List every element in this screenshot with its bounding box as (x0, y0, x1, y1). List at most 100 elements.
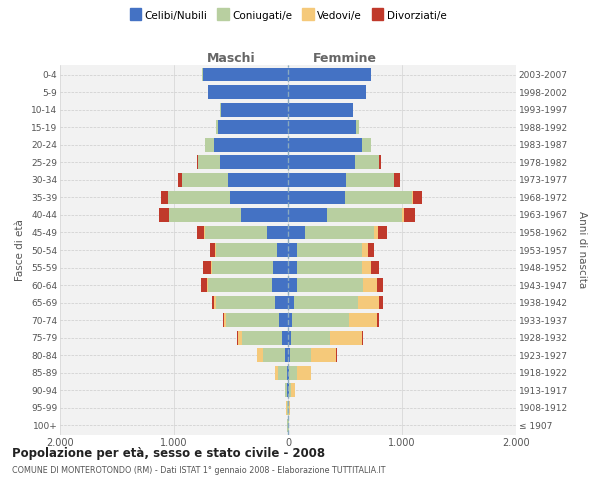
Bar (362, 138, 371, 151)
Bar (288, 156, 355, 169)
Bar (296, 243, 362, 257)
Bar (402, 208, 404, 222)
Legend: Celibi/Nubili, Coniugati/e, Vedovi/e, Divorziati/e: Celibi/Nubili, Coniugati/e, Vedovi/e, Di… (127, 8, 449, 24)
Bar (220, 156, 288, 169)
Bar (275, 296, 288, 310)
Bar (223, 314, 224, 327)
Bar (210, 243, 215, 257)
Bar (214, 296, 216, 310)
Bar (394, 173, 400, 186)
Bar (263, 348, 285, 362)
Bar (287, 366, 288, 380)
Bar (198, 156, 220, 169)
Text: Maschi: Maschi (206, 52, 256, 65)
Bar (358, 296, 379, 310)
Bar (297, 366, 311, 380)
Bar (346, 173, 394, 186)
Bar (412, 190, 413, 204)
Bar (161, 190, 167, 204)
Bar (178, 173, 182, 186)
Bar (285, 348, 288, 362)
Bar (288, 296, 294, 310)
Bar (289, 401, 290, 414)
Bar (201, 278, 206, 292)
Bar (288, 314, 292, 327)
Bar (273, 260, 288, 274)
Bar (288, 278, 296, 292)
Bar (349, 314, 377, 327)
Bar (296, 278, 363, 292)
Bar (197, 156, 198, 169)
Bar (283, 331, 288, 344)
Bar (197, 226, 205, 239)
Bar (288, 86, 366, 99)
Bar (296, 260, 362, 274)
Bar (362, 243, 368, 257)
Bar (215, 243, 216, 257)
Bar (284, 384, 286, 397)
Bar (208, 278, 272, 292)
Bar (288, 120, 356, 134)
Bar (288, 260, 296, 274)
Bar (268, 226, 288, 239)
Bar (362, 260, 371, 274)
Bar (257, 348, 263, 362)
Bar (217, 120, 218, 134)
Bar (286, 384, 287, 397)
Bar (216, 243, 277, 257)
Bar (294, 296, 358, 310)
Bar (208, 86, 288, 99)
Bar (345, 190, 412, 204)
Bar (203, 68, 288, 82)
Bar (377, 278, 383, 292)
Bar (330, 331, 362, 344)
Text: Femmine: Femmine (313, 52, 377, 65)
Bar (335, 348, 337, 362)
Bar (206, 278, 208, 292)
Bar (279, 314, 288, 327)
Bar (288, 331, 291, 344)
Bar (288, 208, 327, 222)
Bar (203, 260, 211, 274)
Bar (288, 226, 305, 239)
Bar (205, 138, 214, 151)
Bar (288, 243, 296, 257)
Bar (278, 366, 287, 380)
Bar (290, 348, 311, 362)
Bar (288, 348, 290, 362)
Bar (356, 120, 359, 134)
Bar (168, 190, 230, 204)
Bar (211, 260, 212, 274)
Bar (291, 331, 330, 344)
Bar (379, 226, 387, 239)
Bar (224, 314, 226, 327)
Bar (226, 314, 279, 327)
Bar (216, 296, 275, 310)
Bar (289, 366, 297, 380)
Bar (227, 173, 288, 186)
Bar (288, 103, 353, 117)
Bar (212, 296, 214, 310)
Y-axis label: Anni di nascita: Anni di nascita (577, 212, 587, 288)
Bar (221, 103, 288, 117)
Bar (363, 278, 377, 292)
Bar (374, 226, 379, 239)
Bar (292, 314, 349, 327)
Bar (288, 138, 362, 151)
Bar (289, 384, 290, 397)
Text: COMUNE DI MONTEROTONDO (RM) - Dati ISTAT 1° gennaio 2008 - Elaborazione TUTTITAL: COMUNE DI MONTEROTONDO (RM) - Dati ISTAT… (12, 466, 386, 475)
Bar (230, 190, 288, 204)
Bar (355, 156, 379, 169)
Bar (379, 156, 381, 169)
Bar (214, 138, 288, 151)
Bar (413, 190, 422, 204)
Bar (275, 366, 278, 380)
Bar (290, 384, 295, 397)
Text: Popolazione per età, sesso e stato civile - 2008: Popolazione per età, sesso e stato civil… (12, 448, 325, 460)
Bar (288, 173, 346, 186)
Bar (362, 331, 363, 344)
Bar (277, 243, 288, 257)
Bar (238, 331, 242, 344)
Bar (242, 331, 283, 344)
Bar (371, 260, 379, 274)
